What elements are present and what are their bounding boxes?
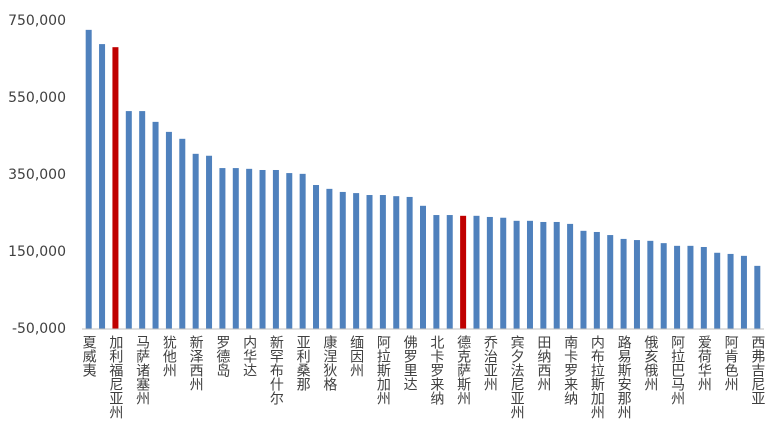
- x-tick-label: 阿拉斯加州: [375, 335, 391, 405]
- bar: [727, 253, 734, 329]
- x-tick-label: 新泽西州: [188, 335, 204, 391]
- bar: [740, 255, 747, 329]
- bar: [313, 185, 320, 329]
- x-tick-label: 俄亥俄州: [642, 335, 658, 391]
- bar: [366, 195, 373, 329]
- y-tick-label: -50,000: [12, 321, 66, 337]
- bar: [500, 217, 507, 329]
- bar: [620, 238, 627, 329]
- bar: [433, 215, 440, 329]
- bar: [460, 215, 467, 329]
- bar: [567, 223, 574, 329]
- bar: [139, 111, 146, 329]
- bar: [593, 231, 600, 329]
- bar: [687, 245, 694, 329]
- bar: [700, 246, 707, 329]
- bar: [553, 221, 560, 329]
- bar: [85, 29, 92, 329]
- bar: [420, 205, 426, 329]
- bar: [339, 191, 346, 329]
- bar: [152, 121, 159, 330]
- x-tick-label: 内华达: [241, 335, 257, 377]
- bar: [326, 188, 333, 329]
- bar: [206, 155, 213, 329]
- x-tick-label: 内布拉斯加州: [589, 335, 605, 419]
- bar: [112, 47, 119, 330]
- bar: [192, 153, 199, 329]
- x-tick-label: 加利福尼亚州: [107, 335, 123, 419]
- y-tick-label: 150,000: [8, 244, 66, 260]
- bar: [246, 168, 253, 329]
- bar: [125, 111, 132, 329]
- bar: [272, 169, 279, 329]
- x-tick-label: 罗德岛: [214, 335, 230, 377]
- bar: [393, 196, 400, 329]
- x-tick-label: 佛罗里达: [402, 335, 418, 391]
- bar: [540, 221, 547, 329]
- x-tick-label: 康涅狄格: [321, 334, 337, 391]
- x-tick-label: 亚利桑那: [295, 335, 311, 392]
- x-tick-label: 犹他州: [161, 335, 177, 377]
- x-tick-label: 马萨诸塞州: [134, 335, 150, 405]
- x-tick-label: 爱荷华州: [696, 335, 712, 391]
- x-tick-label: 乔治亚州: [482, 335, 498, 391]
- x-tick-label: 宾夕法尼亚州: [509, 335, 525, 419]
- x-tick-label: 路易斯安那州: [616, 335, 632, 419]
- bar: [179, 138, 186, 329]
- bar: [165, 131, 172, 329]
- bar: [714, 252, 721, 329]
- bar: [647, 240, 654, 329]
- bar: [580, 230, 587, 329]
- x-tick-label: 田纳西州: [535, 335, 551, 391]
- y-tick-label: 550,000: [8, 90, 66, 106]
- bar: [607, 235, 614, 329]
- x-tick-label: 西弗吉尼亚: [749, 335, 765, 405]
- bar: [406, 196, 413, 329]
- bar: [99, 44, 106, 329]
- x-tick-label: 德克萨斯州: [455, 335, 471, 405]
- bar: [353, 193, 360, 329]
- x-tick-label: 新罕布什尔: [268, 335, 284, 405]
- bar: [473, 215, 480, 329]
- bar: [259, 169, 266, 329]
- x-tick-label: 缅因州: [348, 335, 364, 377]
- bar: [660, 243, 667, 329]
- x-tick-label: 南卡罗来纳: [562, 335, 578, 406]
- bar: [633, 240, 640, 329]
- x-tick-label: 北卡罗来纳: [428, 335, 444, 406]
- bar: [379, 195, 386, 329]
- y-tick-label: 750,000: [8, 13, 66, 29]
- bar: [674, 245, 681, 329]
- bar: [486, 216, 493, 329]
- bar: [446, 215, 453, 329]
- bar: [299, 173, 306, 329]
- bar: [526, 220, 533, 329]
- x-tick-label: 阿肯色州: [723, 335, 739, 391]
- x-tick-label: 阿拉巴马州: [669, 335, 685, 405]
- bar: [754, 265, 761, 329]
- y-tick-label: 350,000: [8, 167, 66, 183]
- bar: [286, 173, 293, 329]
- bar: [513, 220, 520, 329]
- x-tick-label: 夏威夷: [81, 335, 97, 377]
- bar: [219, 168, 226, 329]
- bar: [232, 168, 239, 329]
